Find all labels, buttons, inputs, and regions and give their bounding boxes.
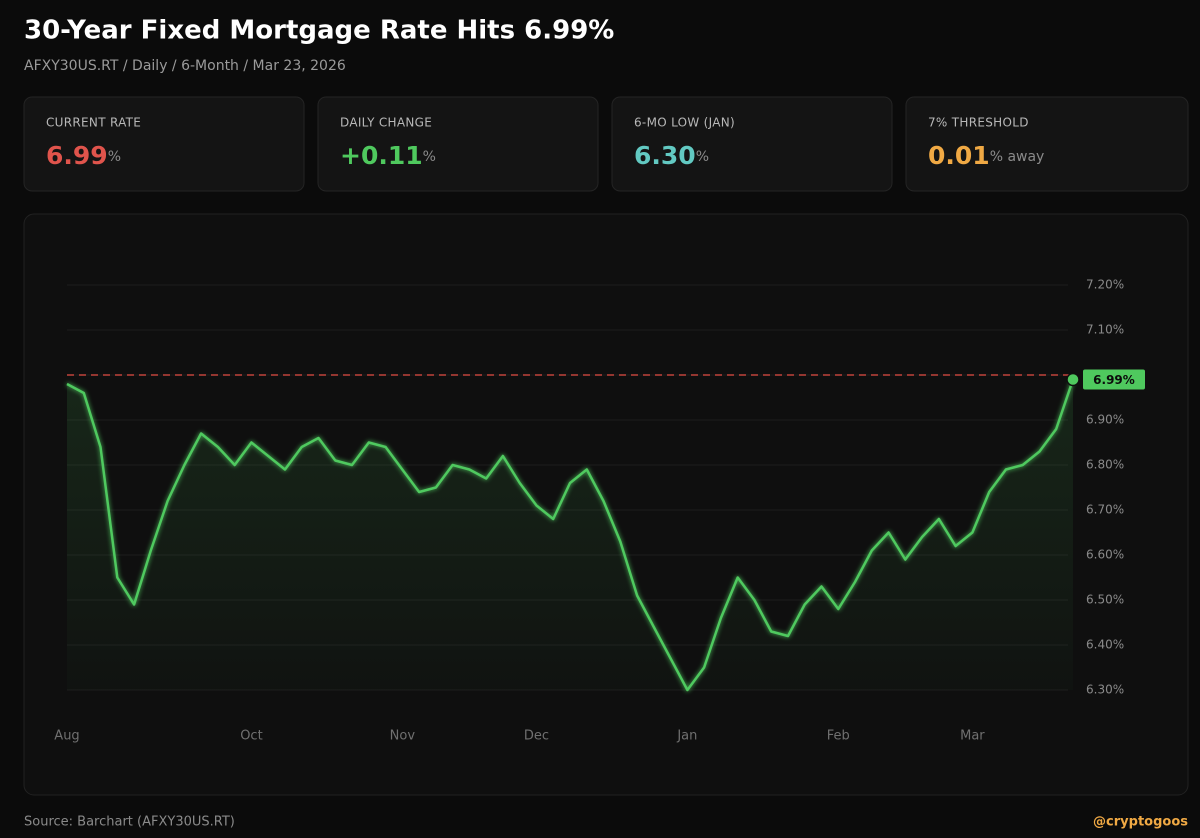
card-value: 6.30% (634, 141, 709, 170)
value-label: 6.99% (1093, 373, 1135, 387)
x-tick-label: Feb (827, 729, 850, 744)
card-value: +0.11% (340, 141, 436, 170)
line (66, 379, 1075, 692)
x-tick-label: Dec (524, 729, 549, 744)
card (317, 96, 599, 192)
end-dot (1066, 372, 1080, 387)
title: 30-Year Fixed Mortgage Rate Hits 6.99% (24, 16, 614, 46)
card-value: 6.99% (46, 141, 121, 170)
card-number: 6.30 (634, 141, 696, 170)
source: Source: Barchart (AFXY30US.RT) (24, 815, 235, 830)
handle: @cryptogoos (1093, 815, 1188, 830)
x-tick-label: Jan (676, 729, 697, 744)
value-badge (1083, 369, 1145, 390)
x-tick-label: Oct (240, 729, 262, 744)
y-tick-label: 6.80% (1086, 458, 1124, 472)
y-tick-label: 7.10% (1086, 323, 1124, 337)
card-label: 7% THRESHOLD (928, 116, 1029, 130)
x-tick-label: Aug (54, 729, 79, 744)
y-tick-label: 6.90% (1086, 413, 1124, 427)
x-tick-label: Mar (960, 729, 985, 744)
card-unit: % away (990, 149, 1045, 165)
chart: 6.30%6.40%6.50%6.60%6.70%6.80%6.90%7.00%… (54, 278, 1145, 744)
card-label: DAILY CHANGE (340, 116, 432, 130)
card (611, 96, 893, 192)
card-number: 0.01 (928, 141, 990, 170)
card-unit: % (108, 149, 121, 165)
card (23, 96, 305, 192)
card-label: CURRENT RATE (46, 116, 141, 130)
card-unit: % (696, 149, 709, 165)
cards: CURRENT RATE 6.99% DAILY CHANGE +0.11% 6-MO … (23, 96, 1189, 192)
y-tick-label: 6.40% (1086, 638, 1124, 652)
card-value: 0.01% away (928, 141, 1044, 170)
card-number: +0.11 (340, 141, 423, 170)
x-tick-label: Nov (390, 729, 416, 744)
y-tick-label: 6.60% (1086, 548, 1124, 562)
card (905, 96, 1189, 192)
area (67, 379, 1073, 690)
y-tick-label: 6.50% (1086, 593, 1124, 607)
y-tick-label: 6.70% (1086, 503, 1124, 517)
subtitle: AFXY30US.RT / Daily / 6-Month / Mar 23, … (24, 58, 346, 74)
y-tick-label: 6.30% (1086, 683, 1124, 697)
card-label: 6-MO LOW (JAN) (634, 116, 735, 130)
y-tick-label: 7.20% (1086, 278, 1124, 292)
card-number: 6.99 (46, 141, 108, 170)
card-unit: % (423, 149, 436, 165)
